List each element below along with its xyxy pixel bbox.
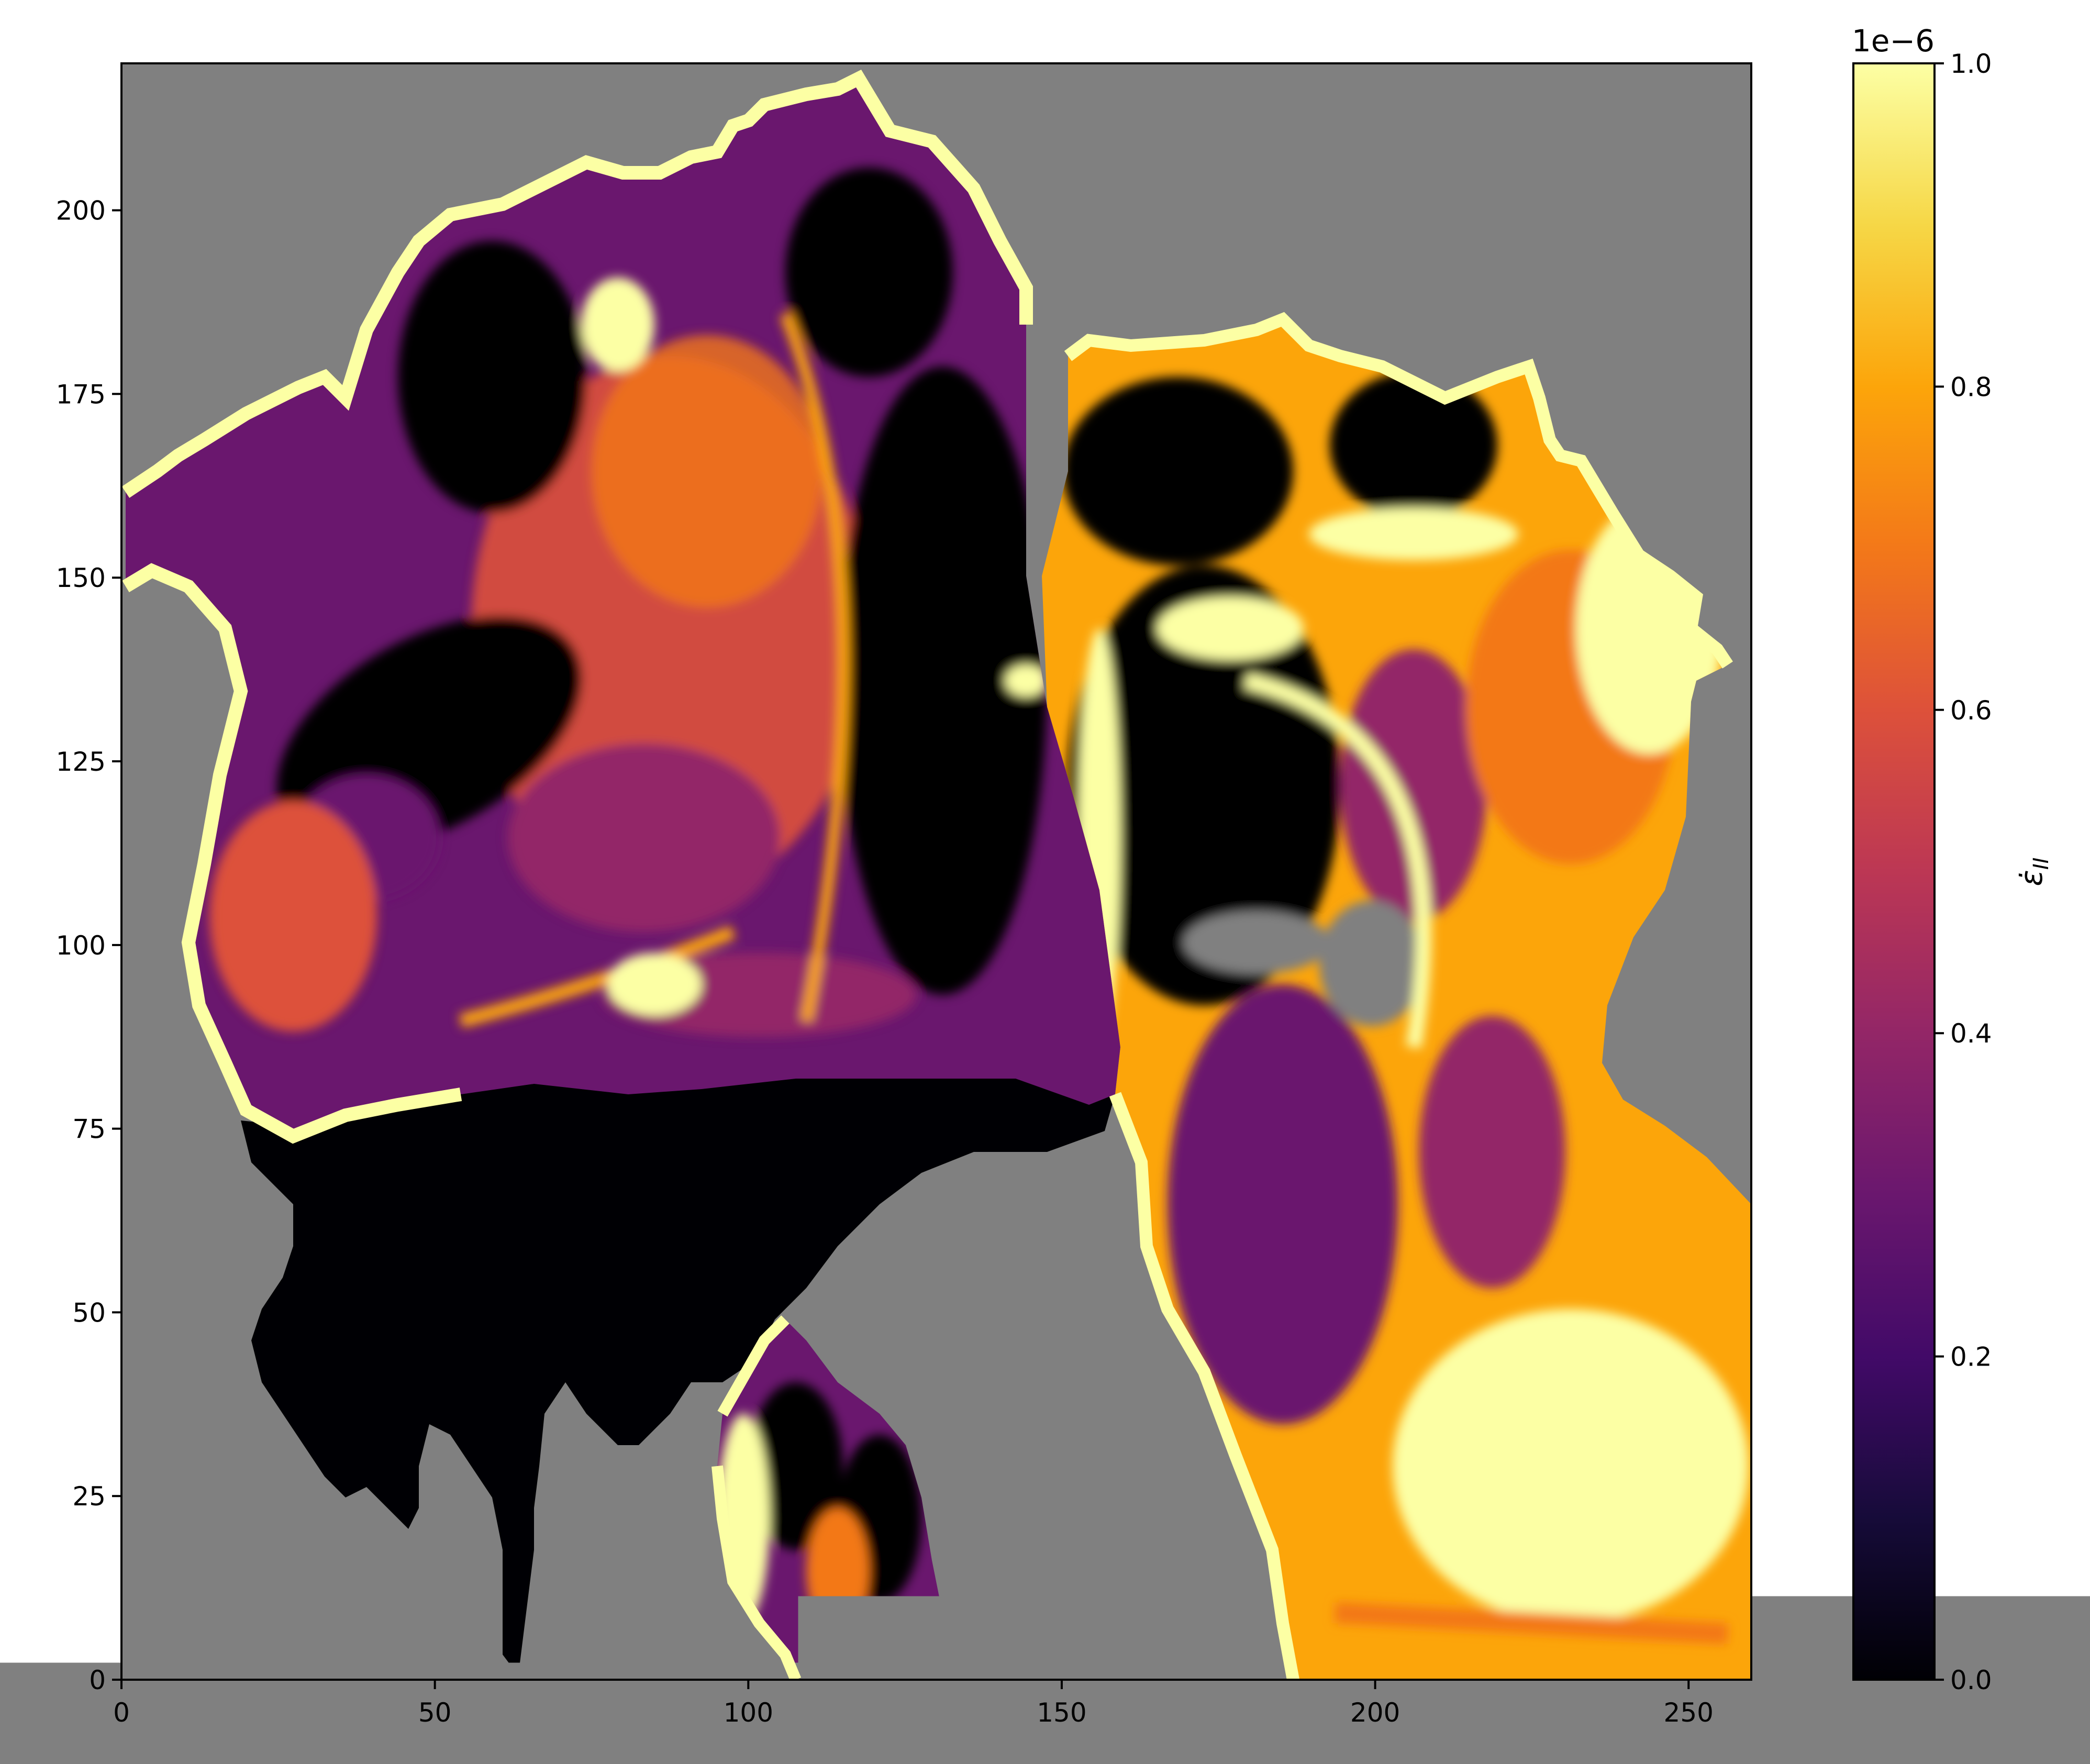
colorbar-axis: 0.0 0.2 0.4 0.6 0.8 1.0 — [1935, 49, 1992, 1695]
colorbar-offset-text: 1e−6 — [1852, 23, 1935, 59]
x-axis: 0 50 100 150 200 250 — [113, 1680, 1714, 1728]
y-tick-label-25: 25 — [72, 1481, 106, 1512]
colorbar-tick-label-4: 0.8 — [1950, 372, 1992, 402]
y-tick-label-50: 50 — [72, 1297, 106, 1328]
x-tick-label-200: 200 — [1350, 1698, 1400, 1728]
y-tick-label-75: 75 — [72, 1114, 106, 1145]
x-tick-label-50: 50 — [418, 1698, 452, 1728]
y-tick-label-200: 200 — [56, 196, 106, 226]
x-tick-label-250: 250 — [1664, 1698, 1714, 1728]
x-tick-label-100: 100 — [724, 1698, 773, 1728]
y-tick-label-100: 100 — [56, 930, 106, 961]
y-tick-label-150: 150 — [56, 563, 106, 593]
y-tick-label-175: 175 — [56, 379, 106, 409]
x-tick-label-0: 0 — [113, 1698, 130, 1728]
colorbar — [1853, 63, 1935, 1680]
colorbar-tick-label-2: 0.4 — [1950, 1018, 1992, 1049]
colorbar-tick-label-3: 0.6 — [1950, 695, 1992, 726]
y-tick-label-125: 125 — [56, 747, 106, 777]
colorbar-tick-label-0: 0.0 — [1950, 1665, 1992, 1695]
colorbar-label: ε̇II — [2014, 858, 2053, 886]
colorbar-tick-label-5: 1.0 — [1950, 49, 1992, 79]
x-tick-label-150: 150 — [1037, 1698, 1086, 1728]
y-axis: 0 25 50 75 100 125 150 175 200 — [56, 196, 121, 1695]
y-tick-label-0: 0 — [89, 1665, 106, 1695]
colorbar-tick-label-1: 0.2 — [1950, 1342, 1992, 1372]
